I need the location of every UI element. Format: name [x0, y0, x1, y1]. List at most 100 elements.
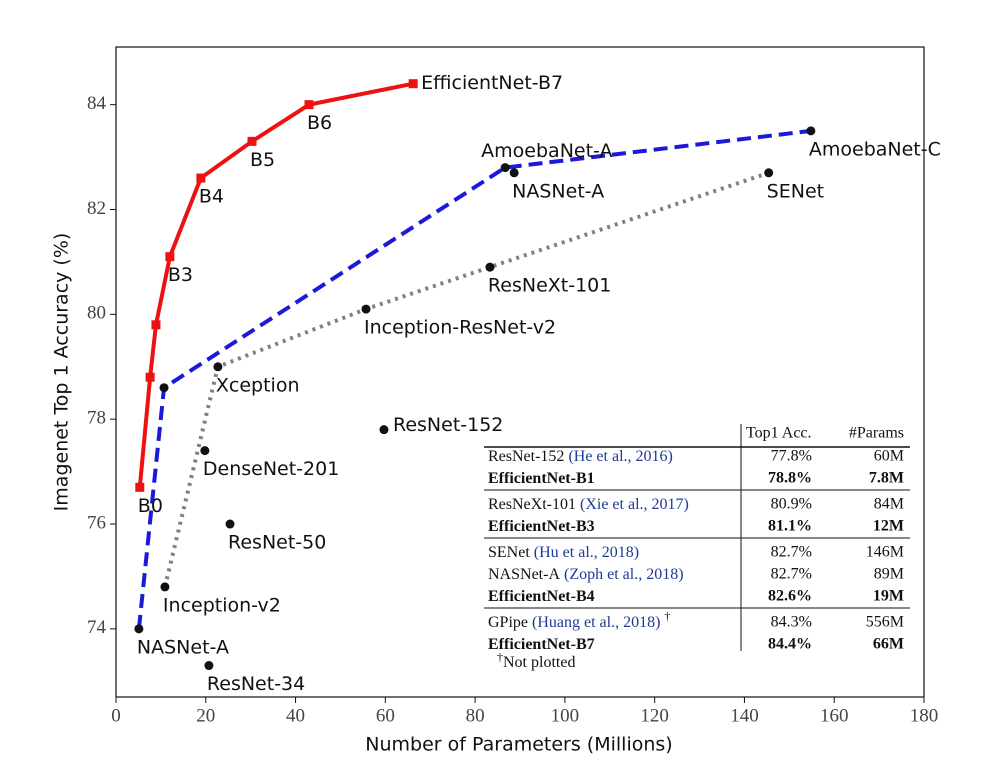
marker	[151, 320, 161, 330]
citation: (Xie et al., 2017)	[580, 496, 689, 513]
table-acc: 82.7%	[771, 566, 812, 583]
table-model: EfficientNet-B1	[488, 470, 595, 487]
x-axis-title: Number of Parameters (Millions)	[365, 734, 672, 756]
point-label: B0	[138, 495, 163, 517]
model-name: EfficientNet-B7	[488, 636, 595, 653]
citation: (Zoph et al., 2018)	[564, 566, 684, 583]
marker	[379, 425, 389, 435]
point-label: ResNeXt-101	[488, 275, 611, 297]
model-name: EfficientNet-B1	[488, 470, 595, 487]
citation: (Huang et al., 2018)	[532, 614, 660, 631]
marker	[764, 168, 774, 178]
y-tick-label: 74	[87, 617, 107, 638]
table-params: 89M	[874, 566, 904, 583]
marker	[304, 100, 314, 110]
point-label: Xception	[216, 374, 300, 396]
marker	[485, 262, 495, 272]
series-line	[137, 81, 414, 488]
x-tick-label: 60	[376, 705, 395, 726]
marker	[247, 136, 257, 146]
marker	[165, 252, 175, 262]
table-header: Top1 Acc.	[746, 425, 812, 442]
marker	[408, 79, 418, 89]
table-acc: 77.8%	[771, 448, 812, 465]
table-params: 19M	[873, 588, 904, 605]
footnote-text: Not plotted	[503, 654, 575, 671]
marker	[159, 383, 169, 393]
table-header: #Params	[849, 425, 904, 442]
table-acc: 80.9%	[771, 496, 812, 513]
x-tick-label: 20	[196, 705, 215, 726]
y-tick-label: 84	[87, 93, 107, 114]
table-model: ResNeXt-101 (Xie et al., 2017)	[488, 496, 689, 513]
marker	[806, 126, 816, 136]
point-label: ResNet-152	[393, 414, 503, 436]
model-name: ResNet-152	[488, 448, 564, 465]
marker	[361, 304, 371, 314]
y-axis-title: Imagenet Top 1 Accuracy (%)	[51, 233, 73, 512]
point-label: DenseNet-201	[203, 458, 339, 480]
x-tick-label: 100	[551, 705, 580, 726]
marker	[200, 446, 210, 456]
model-name: SENet	[488, 544, 530, 561]
marker	[204, 661, 214, 671]
table-model: SENet (Hu et al., 2018)	[488, 544, 639, 561]
table-acc: 84.4%	[768, 636, 812, 653]
model-name: NASNet-A	[488, 566, 560, 583]
point-label: NASNet-A	[512, 180, 604, 202]
marker	[134, 624, 144, 634]
y-tick-label: 78	[87, 408, 106, 429]
table-params: 60M	[874, 448, 904, 465]
x-tick-label: 0	[111, 705, 121, 726]
table-acc: 81.1%	[768, 518, 812, 535]
table-model: EfficientNet-B7	[488, 636, 595, 653]
x-tick-label: 160	[820, 705, 849, 726]
point-label: B5	[250, 149, 275, 171]
y-tick-label: 80	[87, 303, 106, 324]
table-note-mark: †	[664, 609, 670, 623]
table-model: EfficientNet-B4	[488, 588, 595, 605]
table-params: 66M	[873, 636, 904, 653]
point-label: ResNet-34	[207, 673, 305, 695]
model-name: GPipe	[488, 614, 528, 631]
point-label: ResNet-50	[228, 532, 326, 554]
model-name: ResNeXt-101	[488, 496, 576, 513]
point-label: NASNet-A	[137, 636, 229, 658]
marker	[160, 582, 170, 592]
point-label: B6	[307, 112, 332, 134]
marker	[500, 163, 510, 173]
x-tick-label: 40	[286, 705, 305, 726]
y-tick-label: 82	[87, 198, 106, 219]
table-params: 146M	[866, 544, 904, 561]
footnote-mark: †	[497, 650, 503, 664]
marker	[225, 519, 235, 529]
marker	[196, 173, 206, 183]
table-model: GPipe (Huang et al., 2018) †	[488, 609, 670, 631]
table-params: 7.8M	[869, 470, 904, 487]
marker	[213, 362, 223, 372]
table-acc: 78.8%	[768, 470, 812, 487]
point-label: B3	[168, 264, 193, 286]
marker	[135, 482, 145, 492]
table-acc: 84.3%	[771, 614, 812, 631]
marker	[145, 372, 155, 382]
table-acc: 82.6%	[768, 588, 812, 605]
table-model: ResNet-152 (He et al., 2016)	[488, 448, 673, 465]
table-params: 556M	[866, 614, 904, 631]
table-acc: 82.7%	[771, 544, 812, 561]
table-model: NASNet-A (Zoph et al., 2018)	[488, 566, 684, 583]
point-label: EfficientNet-B7	[421, 72, 563, 94]
x-tick-label: 120	[640, 705, 669, 726]
point-label: AmoebaNet-A	[481, 140, 612, 162]
point-label: Inception-ResNet-v2	[364, 317, 556, 339]
x-tick-label: 180	[910, 705, 939, 726]
x-tick-label: 80	[466, 705, 485, 726]
table-model: EfficientNet-B3	[488, 518, 595, 535]
citation: (Hu et al., 2018)	[534, 544, 639, 561]
model-name: EfficientNet-B4	[488, 588, 595, 605]
series-line	[136, 128, 812, 630]
citation: (He et al., 2016)	[568, 448, 672, 465]
point-label: SENet	[767, 180, 824, 202]
point-label: Inception-v2	[163, 594, 281, 616]
